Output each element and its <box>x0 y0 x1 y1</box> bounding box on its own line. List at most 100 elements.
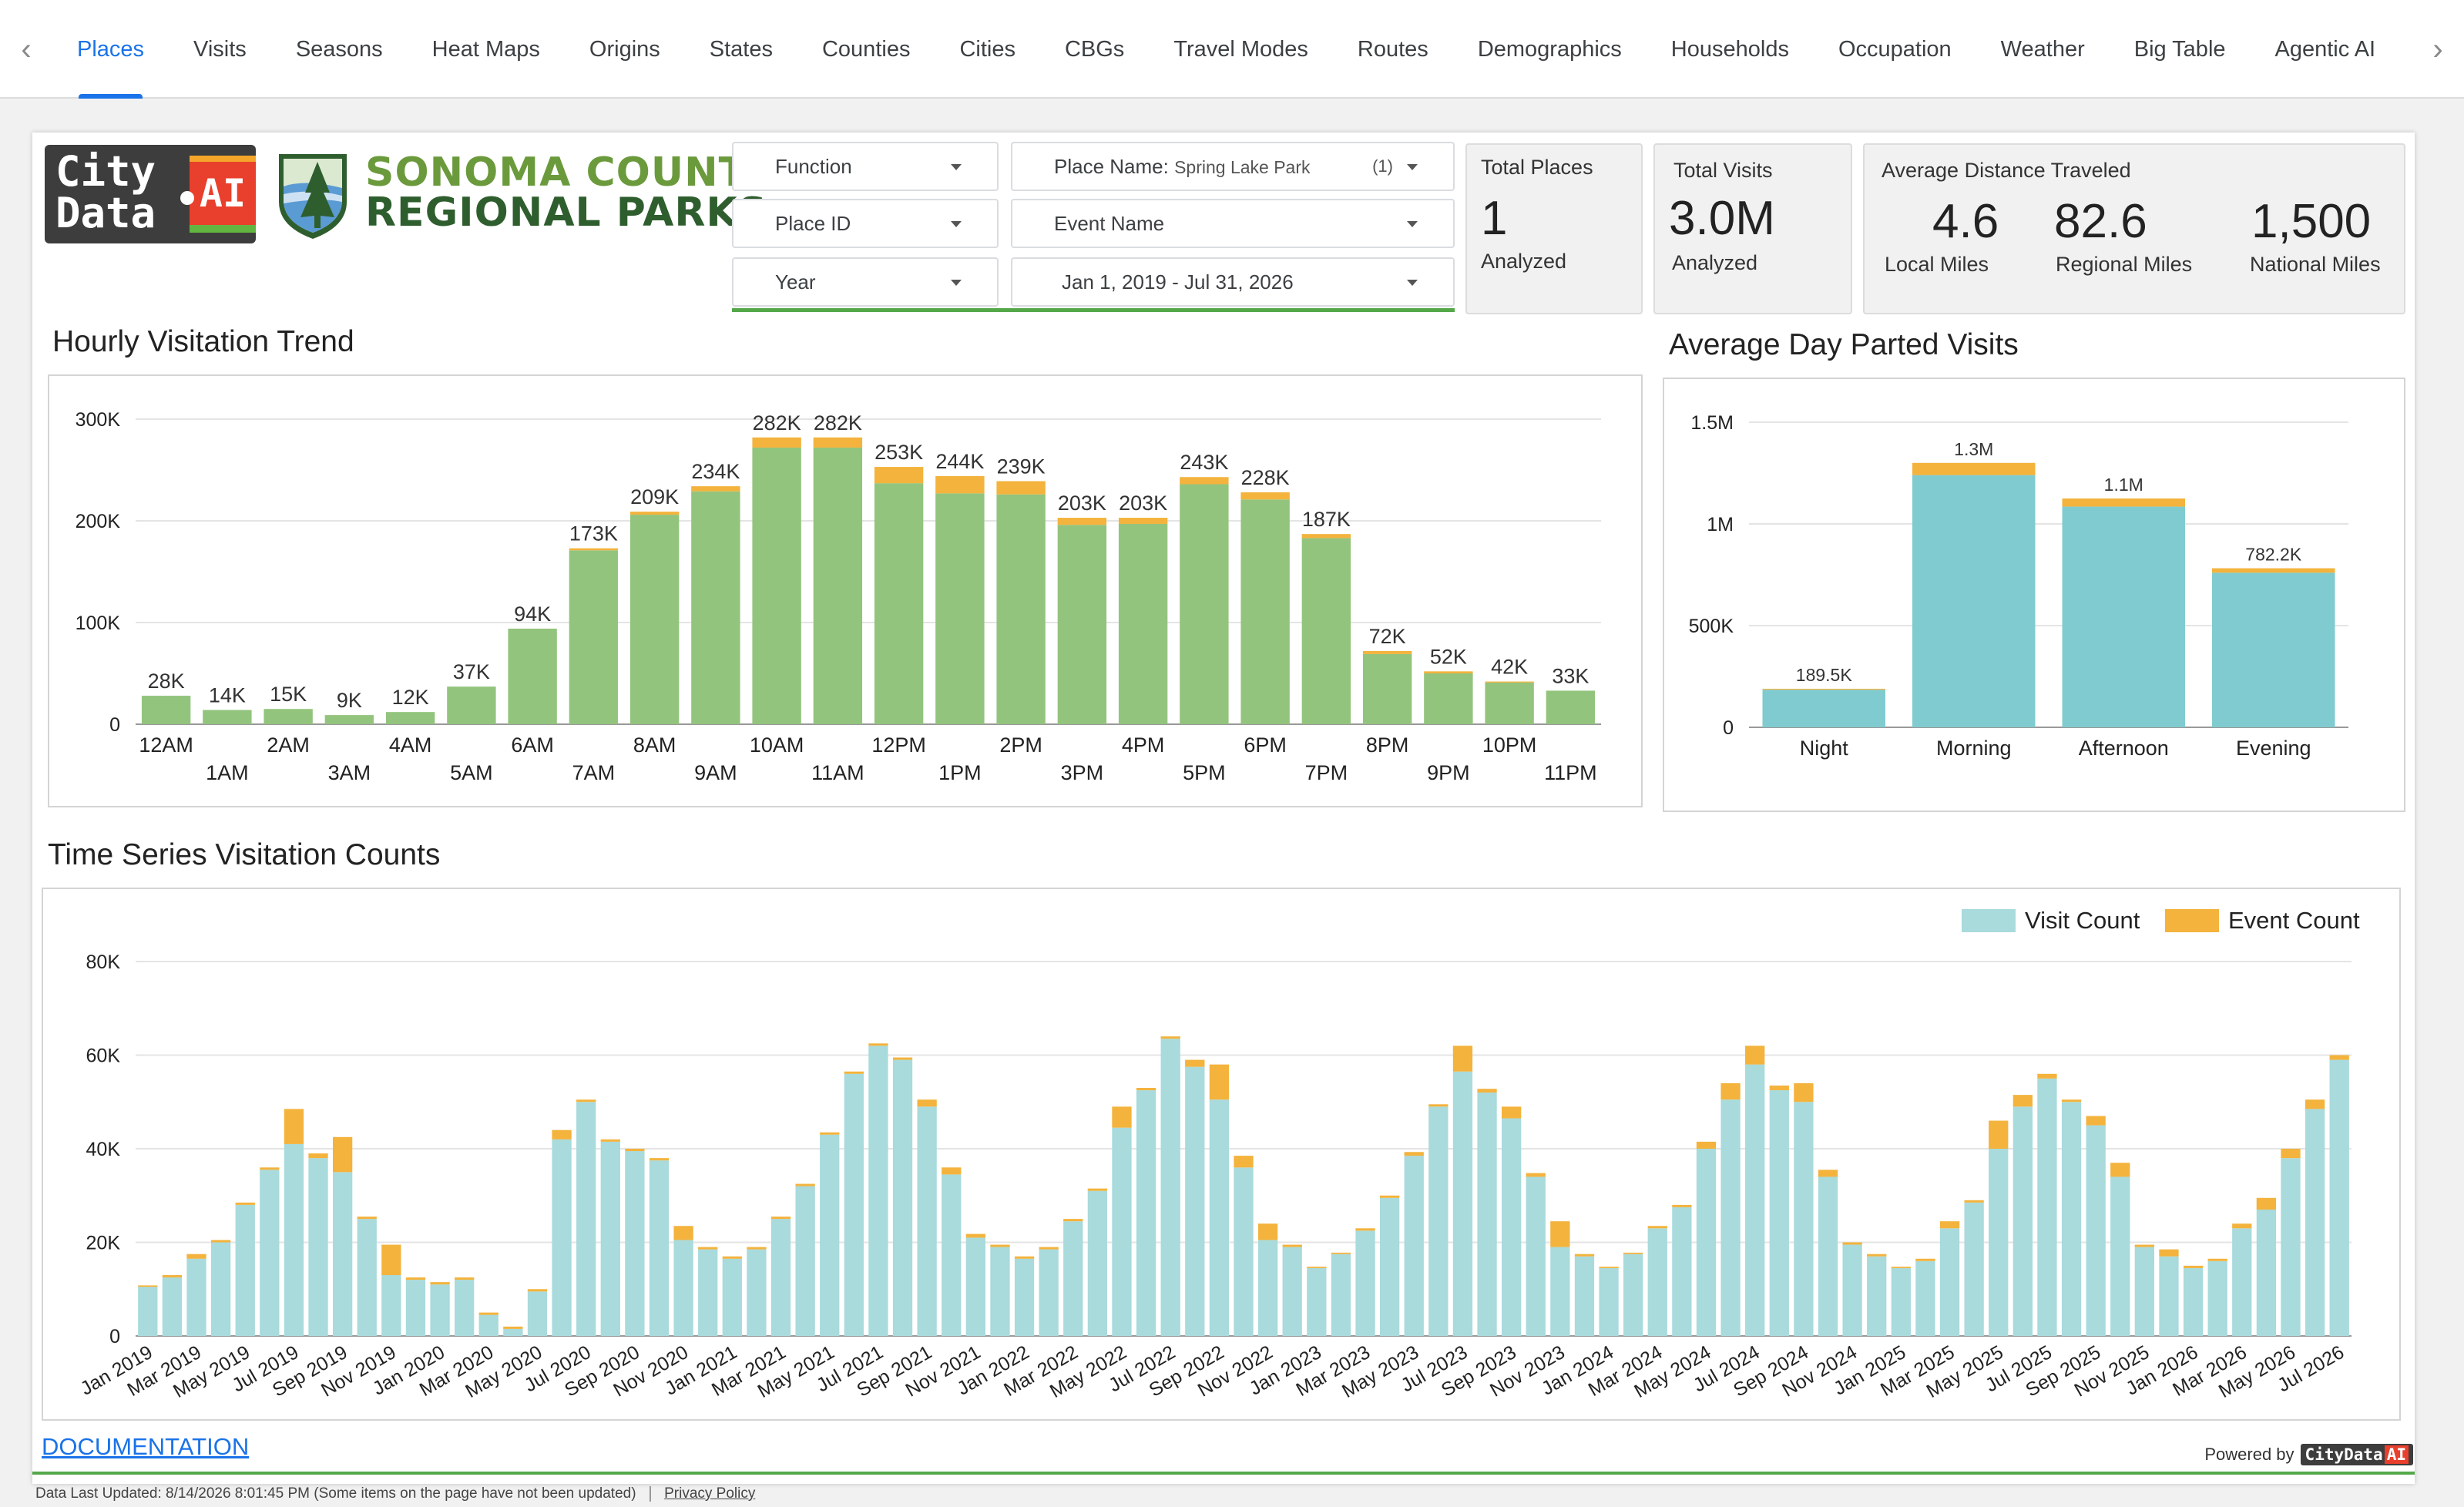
bar-segment-primary <box>2212 572 2335 727</box>
data-label: 243K <box>1180 451 1228 474</box>
bar-segment-primary <box>1762 690 1885 727</box>
kpi-distance: Average Distance Traveled 4.6 Local Mile… <box>1863 143 2405 314</box>
bar-segment-secondary <box>1891 1267 1911 1268</box>
bar-segment-secondary <box>629 512 680 515</box>
bar-segment-secondary <box>1818 1170 1838 1177</box>
x-tick-label: 7AM <box>572 761 616 784</box>
bar-segment-secondary <box>260 1167 280 1170</box>
powered-by-text: Powered by <box>2204 1445 2294 1464</box>
bar-segment-secondary <box>747 1247 767 1250</box>
bar-segment-primary <box>1546 690 1596 724</box>
bar-segment-primary <box>1362 653 1412 724</box>
bar-segment-primary <box>820 1134 840 1336</box>
tab-demographics[interactable]: Demographics <box>1477 37 1622 62</box>
bar-segment-primary <box>2232 1228 2252 1336</box>
bar-segment-primary <box>625 1151 645 1336</box>
tab-weather[interactable]: Weather <box>2000 37 2085 62</box>
bar-segment-primary <box>1794 1102 1814 1336</box>
bar-segment-primary <box>1118 523 1168 724</box>
data-label: 12K <box>392 686 429 709</box>
parks-logo-line2: REGIONAL PARKS <box>365 190 768 236</box>
place-id-filter[interactable]: Place ID <box>732 199 999 248</box>
bar-segment-primary <box>1599 1267 1619 1336</box>
bar-segment-primary <box>1180 484 1229 724</box>
x-tick-label: 3PM <box>1061 761 1104 784</box>
tab-states[interactable]: States <box>709 37 773 62</box>
data-label: 52K <box>1430 645 1467 668</box>
bar-segment-secondary <box>210 1240 231 1243</box>
bar-segment-primary <box>1428 1106 1449 1336</box>
kpi-local-label: Local Miles <box>1885 253 1989 276</box>
data-label: 14K <box>209 684 246 707</box>
bar-segment-secondary <box>1842 1242 1862 1245</box>
bar-segment-secondary <box>1720 1082 1741 1100</box>
tab-travel-modes[interactable]: Travel Modes <box>1173 37 1308 62</box>
bar-segment-primary <box>1087 1190 1108 1336</box>
place-name-filter[interactable]: Place Name: Spring Lake Park (1) <box>1011 142 1455 191</box>
bar-segment-secondary <box>1424 671 1473 673</box>
y-tick-label: 200K <box>76 511 121 532</box>
bar-segment-secondary <box>1355 1228 1375 1231</box>
chevron-right-icon[interactable]: › <box>2432 32 2443 66</box>
bar-segment-primary <box>503 1328 523 1336</box>
event-name-filter[interactable]: Event Name <box>1011 199 1455 248</box>
bar-segment-secondary <box>2212 568 2335 573</box>
bar-segment-secondary <box>552 1129 572 1139</box>
function-filter[interactable]: Function <box>732 142 999 191</box>
tab-visits[interactable]: Visits <box>193 37 247 62</box>
tab-places[interactable]: Places <box>52 0 169 99</box>
tab-big-table[interactable]: Big Table <box>2133 37 2226 62</box>
privacy-policy-link[interactable]: Privacy Policy <box>664 1485 756 1502</box>
bar-segment-secondary <box>357 1217 377 1220</box>
date-range-filter[interactable]: Jan 1, 2019 - Jul 31, 2026 <box>1011 257 1455 307</box>
bar-segment-primary <box>2329 1059 2349 1336</box>
bar-segment-primary <box>141 696 191 724</box>
bar-segment-primary <box>381 1275 401 1336</box>
data-label: 33K <box>1552 664 1589 687</box>
chevron-left-icon[interactable]: ‹ <box>21 32 32 66</box>
bar-segment-primary <box>1769 1090 1789 1336</box>
documentation-link[interactable]: DOCUMENTATION <box>42 1433 250 1460</box>
tab-heat-maps[interactable]: Heat Maps <box>431 37 540 62</box>
tab-seasons[interactable]: Seasons <box>295 37 383 62</box>
bar-segment-primary <box>1477 1092 1497 1336</box>
y-tick-label: 0 <box>1723 717 1734 739</box>
hourly-chart: 0 100K 200K 300K 28K 12AM 14K 1AM 15K 2AM 9K 3AM 12K… <box>76 409 1601 784</box>
bar-segment-primary <box>2159 1256 2179 1336</box>
bar-segment-secondary <box>1063 1219 1083 1222</box>
bar-segment-secondary <box>673 1226 693 1240</box>
tab-routes[interactable]: Routes <box>1357 37 1428 62</box>
bar-segment-primary <box>2086 1125 2106 1336</box>
tab-counties[interactable]: Counties <box>821 37 911 62</box>
bar-segment-secondary <box>1912 462 2036 475</box>
bar-segment-secondary <box>1234 1156 1254 1168</box>
tab-households[interactable]: Households <box>1670 37 1789 62</box>
tab-origins[interactable]: Origins <box>589 37 660 62</box>
legend-swatch-event-count <box>2165 909 2219 932</box>
bar-segment-secondary <box>813 437 863 448</box>
bar-segment-secondary <box>1136 1088 1156 1091</box>
legend-label-visit-count: Visit Count <box>2025 907 2140 934</box>
bar-segment-primary <box>770 1219 791 1336</box>
x-tick-label: 4PM <box>1122 733 1165 757</box>
bar-segment-secondary <box>2281 1149 2301 1159</box>
footer-divider <box>32 1472 2415 1475</box>
filter-underline <box>732 308 1455 312</box>
bar-segment-secondary <box>1696 1141 1717 1149</box>
year-filter[interactable]: Year <box>732 257 999 307</box>
tab-cbgs[interactable]: CBGs <box>1064 37 1125 62</box>
bar-segment-primary <box>649 1160 670 1336</box>
bar-segment-secondary <box>935 475 985 494</box>
tab-occupation[interactable]: Occupation <box>1838 37 1952 62</box>
bar-segment-primary <box>1331 1254 1351 1336</box>
data-label: 282K <box>814 411 862 435</box>
bar-segment-primary <box>722 1258 742 1336</box>
tab-cities[interactable]: Cities <box>959 37 1015 62</box>
x-tick-label: Night <box>1800 737 1849 760</box>
bar-segment-primary <box>1989 1149 2009 1336</box>
bar-segment-primary <box>2037 1078 2057 1336</box>
tab-agentic-ai[interactable]: Agentic AI <box>2274 37 2376 62</box>
bar-segment-secondary <box>2207 1258 2227 1261</box>
y-tick-label: 100K <box>76 613 121 634</box>
bar-segment-primary <box>1502 1118 1522 1336</box>
